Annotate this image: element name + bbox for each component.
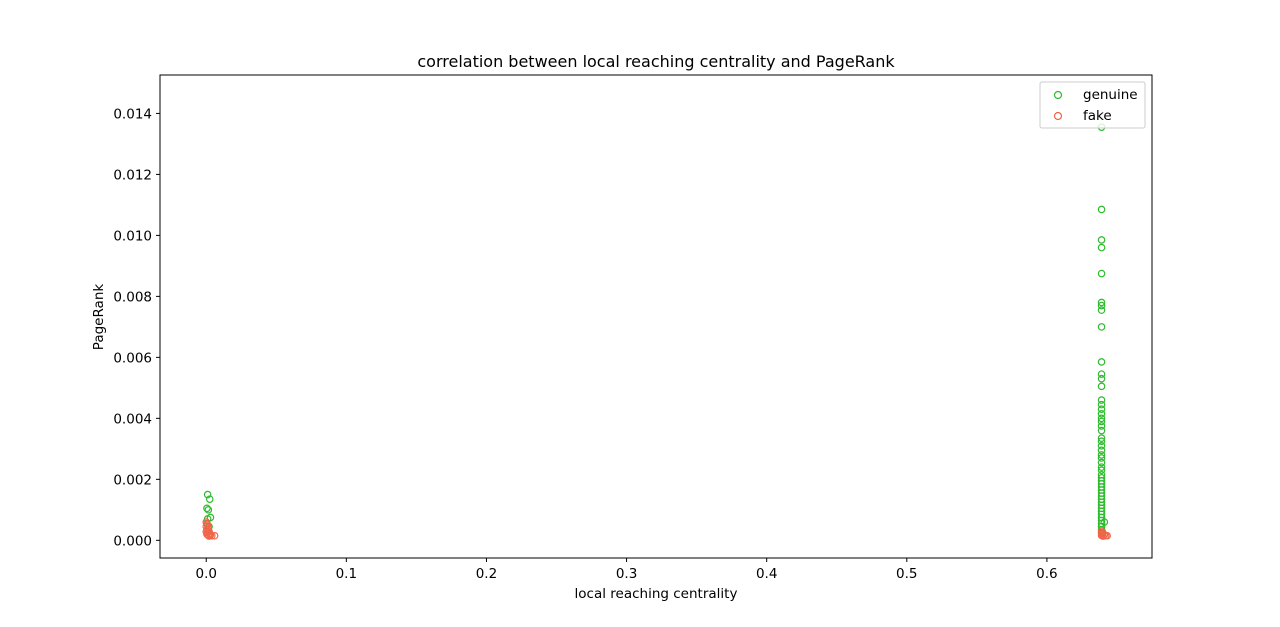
x-axis: 0.0 0.1 0.2 0.3 0.4 0.5 0.6 bbox=[195, 558, 1058, 582]
point-genuine-14 bbox=[1097, 301, 1106, 310]
point-genuine-0 bbox=[203, 490, 212, 499]
y-tick-label: 0.012 bbox=[113, 167, 152, 183]
x-tick-label: 0.3 bbox=[616, 566, 637, 582]
point-genuine-34 bbox=[1097, 454, 1106, 462]
y-tick-label: 0.000 bbox=[113, 533, 152, 549]
legend-label-fake: fake bbox=[1083, 108, 1112, 124]
point-genuine-23 bbox=[1097, 405, 1106, 414]
legend-box bbox=[1039, 81, 1146, 129]
point-genuine-26 bbox=[1097, 417, 1106, 426]
point-genuine-22 bbox=[1097, 400, 1106, 409]
x-tick-label: 0.1 bbox=[336, 566, 357, 582]
x-tick-label: 0.5 bbox=[896, 566, 917, 582]
point-genuine-3 bbox=[204, 506, 213, 514]
point-genuine-1 bbox=[205, 495, 214, 503]
y-tick-label: 0.010 bbox=[113, 228, 152, 244]
point-genuine-10 bbox=[1097, 236, 1106, 244]
x-axis-label: local reaching centrality bbox=[575, 586, 738, 602]
point-genuine-29 bbox=[1097, 434, 1106, 442]
points-layer bbox=[202, 123, 1111, 540]
point-genuine-33 bbox=[1097, 451, 1106, 459]
point-genuine-25 bbox=[1097, 414, 1106, 423]
point-genuine-24 bbox=[1097, 409, 1106, 418]
y-axis: 0.000 0.002 0.004 0.006 0.008 0.010 0.012 0.014 bbox=[113, 106, 160, 549]
x-tick-label: 0.6 bbox=[1036, 566, 1057, 582]
point-fake-22 bbox=[1099, 532, 1107, 540]
plot-area-frame bbox=[159, 74, 1153, 559]
point-genuine-30 bbox=[1097, 437, 1106, 446]
point-fake-15 bbox=[205, 532, 213, 540]
point-genuine-27 bbox=[1097, 422, 1106, 430]
y-tick-label: 0.006 bbox=[113, 350, 152, 366]
point-genuine-9 bbox=[1097, 205, 1106, 214]
y-tick-label: 0.008 bbox=[113, 289, 152, 305]
point-genuine-36 bbox=[1097, 463, 1106, 471]
y-tick-label: 0.002 bbox=[113, 472, 152, 488]
legend-marker-genuine bbox=[1053, 90, 1063, 100]
point-fake-10 bbox=[203, 530, 211, 539]
point-genuine-37 bbox=[1097, 466, 1106, 474]
x-tick-label: 0.4 bbox=[756, 566, 777, 582]
point-genuine-28 bbox=[1097, 426, 1106, 435]
point-genuine-11 bbox=[1097, 243, 1106, 252]
point-genuine-58 bbox=[1100, 518, 1109, 526]
point-genuine-17 bbox=[1097, 358, 1106, 366]
point-genuine-16 bbox=[1097, 323, 1106, 331]
point-genuine-31 bbox=[1097, 441, 1106, 450]
x-tick-label: 0.2 bbox=[476, 566, 497, 582]
chart-title: correlation between local reaching centr… bbox=[417, 52, 895, 71]
y-tick-label: 0.014 bbox=[113, 106, 152, 122]
point-genuine-18 bbox=[1097, 370, 1106, 378]
point-genuine-13 bbox=[1097, 298, 1106, 307]
point-genuine-32 bbox=[1097, 446, 1106, 455]
y-tick-label: 0.004 bbox=[113, 411, 152, 427]
legend: genuine fake bbox=[1039, 81, 1146, 129]
point-fake-23 bbox=[1103, 531, 1111, 540]
point-genuine-2 bbox=[203, 504, 211, 513]
point-fake-14 bbox=[210, 531, 219, 540]
point-genuine-20 bbox=[1097, 382, 1106, 391]
x-tick-label: 0.0 bbox=[195, 566, 216, 582]
legend-marker-fake bbox=[1053, 111, 1063, 121]
legend-label-genuine: genuine bbox=[1083, 87, 1138, 103]
y-axis-label: PageRank bbox=[91, 284, 107, 351]
point-genuine-19 bbox=[1097, 374, 1106, 383]
point-genuine-21 bbox=[1097, 396, 1106, 404]
point-genuine-35 bbox=[1097, 458, 1106, 467]
point-genuine-12 bbox=[1097, 269, 1106, 278]
point-genuine-15 bbox=[1097, 306, 1106, 314]
point-fake-13 bbox=[208, 531, 216, 540]
